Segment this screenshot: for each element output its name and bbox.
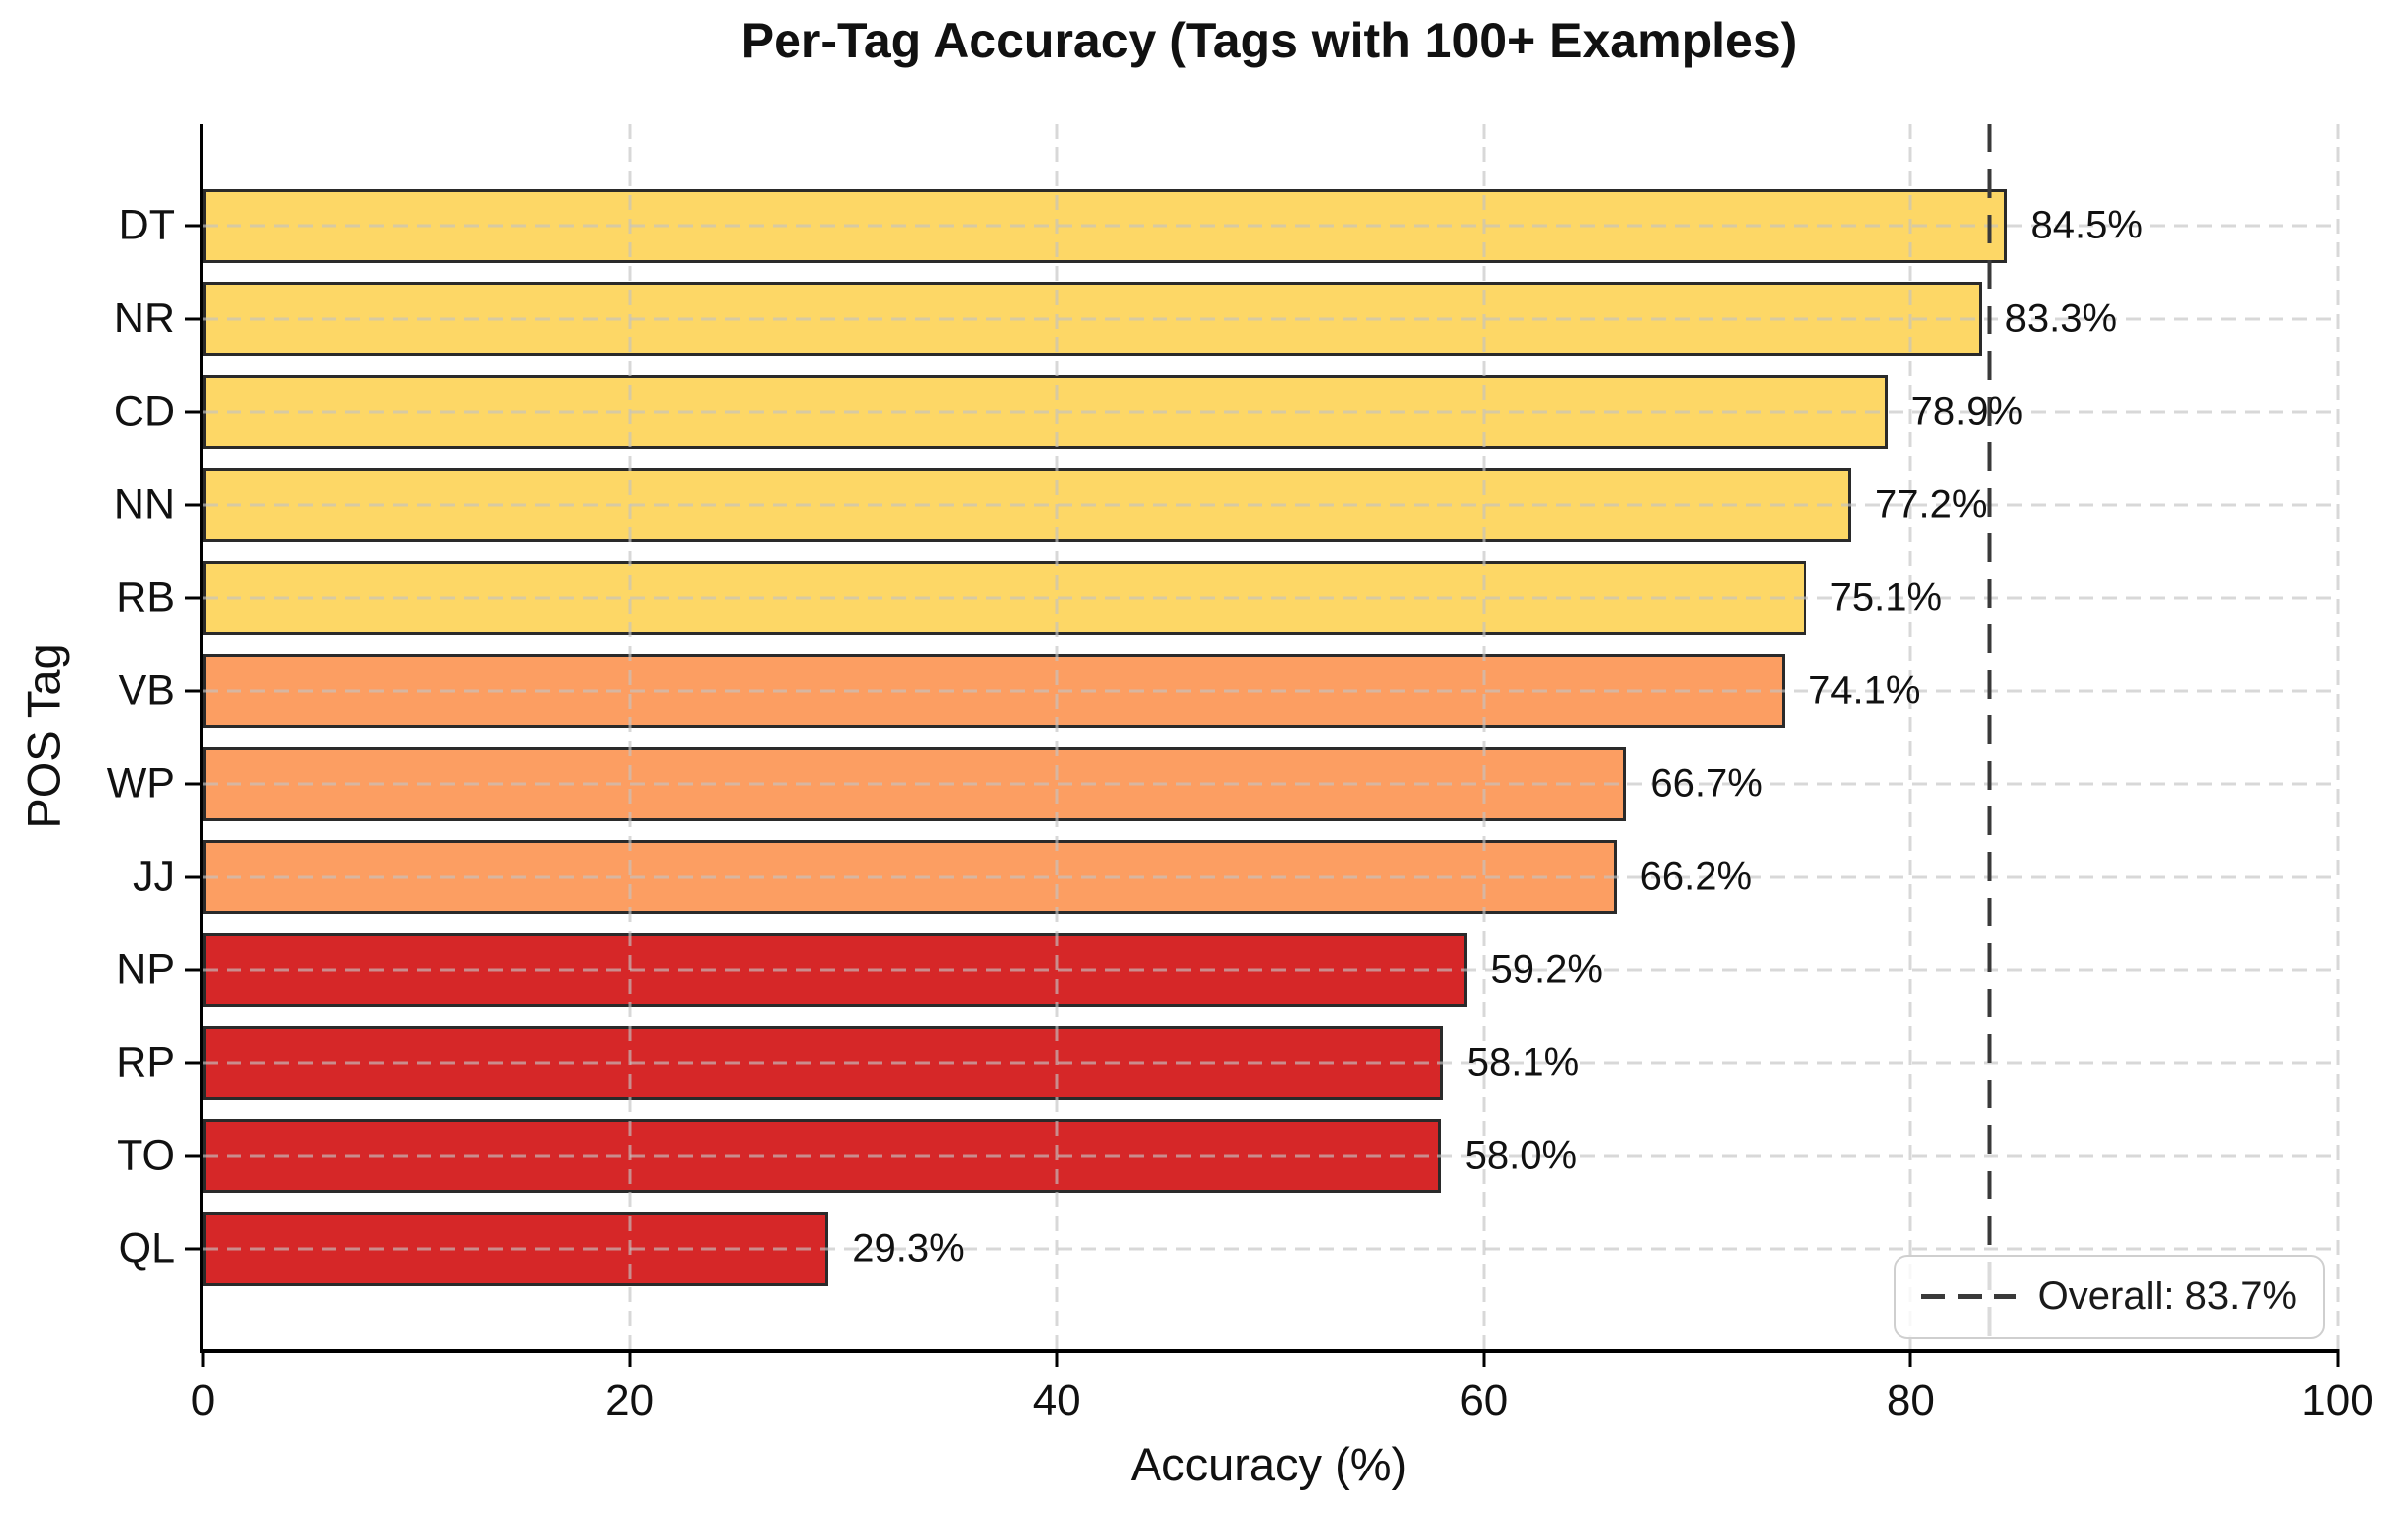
y-tick-mark <box>185 503 203 507</box>
bar-value-label: 66.7% <box>1650 761 1763 806</box>
y-tick-label-wp: WP <box>106 759 175 807</box>
y-tick-mark <box>185 875 203 879</box>
vertical-gridline <box>2336 124 2340 1349</box>
x-tick-mark <box>1482 1349 1486 1367</box>
horizontal-gridline <box>203 968 2338 972</box>
horizontal-gridline <box>203 224 2338 228</box>
y-tick-mark <box>185 968 203 972</box>
horizontal-gridline <box>203 689 2338 693</box>
chart-title: Per-Tag Accuracy (Tags with 100+ Example… <box>740 13 1798 68</box>
horizontal-gridline <box>203 782 2338 786</box>
x-tick-label-100: 100 <box>2301 1376 2374 1425</box>
y-tick-mark <box>185 1061 203 1065</box>
x-tick-mark <box>201 1349 205 1367</box>
bar-value-label: 77.2% <box>1874 482 1988 526</box>
y-tick-label-rp: RP <box>116 1038 175 1087</box>
x-axis-ticks: 0 20 40 60 80 100 <box>191 124 2374 1425</box>
y-tick-mark <box>185 410 203 414</box>
y-tick-label-np: NP <box>116 945 175 994</box>
vertical-gridline <box>1055 124 1059 1349</box>
y-tick-label-cd: CD <box>113 387 175 435</box>
vertical-gridline <box>1908 124 1912 1349</box>
x-tick-label-80: 80 <box>1886 1376 1935 1425</box>
gridlines-layer <box>203 124 2340 1349</box>
y-tick-label-dt: DT <box>118 201 175 249</box>
y-tick-label-jj: JJ <box>133 852 175 901</box>
bar-value-label: 59.2% <box>1490 947 1603 992</box>
bar-value-label: 75.1% <box>1829 575 1943 619</box>
bar-value-label: 84.5% <box>2030 203 2143 247</box>
x-tick-mark <box>628 1349 632 1367</box>
plot-area: 84.5% 83.3% 78.9% 77.2% 75.1% 74.1% 66.7% 66.2%… <box>107 124 2374 1425</box>
horizontal-gridline <box>203 875 2338 879</box>
y-tick-label-nn: NN <box>113 480 175 528</box>
x-axis-label: Accuracy (%) <box>1130 1438 1408 1490</box>
y-axis-label: POS Tag <box>17 643 70 829</box>
horizontal-gridline <box>203 503 2338 507</box>
x-tick-mark <box>1055 1349 1059 1367</box>
x-tick-label-20: 20 <box>605 1376 655 1425</box>
x-tick-mark <box>2336 1349 2340 1367</box>
x-tick-label-0: 0 <box>190 1376 216 1425</box>
bar-value-label: 29.3% <box>852 1226 965 1271</box>
horizontal-gridline <box>203 596 2338 600</box>
vertical-gridline <box>628 124 632 1349</box>
legend-label: Overall: 83.7% <box>2037 1275 2297 1318</box>
y-tick-mark <box>185 1154 203 1158</box>
y-tick-mark <box>185 224 203 228</box>
vertical-gridline <box>1482 124 1486 1349</box>
y-tick-label-vb: VB <box>118 666 175 714</box>
bar-value-label: 58.0% <box>1464 1133 1578 1178</box>
bar-value-label: 58.1% <box>1466 1040 1580 1085</box>
y-tick-mark <box>185 596 203 600</box>
bar-value-label: 78.9% <box>1910 389 2024 433</box>
overall-accuracy-line <box>1987 124 1992 1349</box>
y-tick-label-ql: QL <box>118 1224 175 1273</box>
y-tick-mark <box>185 782 203 786</box>
horizontal-gridline <box>203 317 2338 321</box>
horizontal-gridline <box>203 1247 2338 1251</box>
x-tick-mark <box>1908 1349 1912 1367</box>
horizontal-gridline <box>203 1061 2338 1065</box>
dashed-line-swatch <box>1920 1294 2016 1299</box>
y-tick-label-nr: NR <box>113 294 175 342</box>
bar-value-label: 66.2% <box>1639 854 1753 899</box>
y-tick-mark <box>185 317 203 321</box>
y-axis-ticks: DT NR CD NN RB VB WP JJ NP RP TO QL <box>107 124 2338 1349</box>
y-tick-mark <box>185 1247 203 1251</box>
value-labels-layer: 84.5% 83.3% 78.9% 77.2% 75.1% 74.1% 66.7% 66.2%… <box>203 124 2338 1349</box>
x-tick-label-60: 60 <box>1459 1376 1509 1425</box>
y-tick-label-rb: RB <box>116 573 175 621</box>
horizontal-gridline <box>203 410 2338 414</box>
bar-value-label: 83.3% <box>2004 296 2118 340</box>
bar-value-label: 74.1% <box>1808 668 1921 712</box>
y-tick-mark <box>185 689 203 693</box>
legend: Overall: 83.7% <box>1893 1255 2325 1339</box>
y-tick-label-to: TO <box>117 1131 175 1180</box>
x-tick-label-40: 40 <box>1032 1376 1081 1425</box>
horizontal-gridline <box>203 1154 2338 1158</box>
